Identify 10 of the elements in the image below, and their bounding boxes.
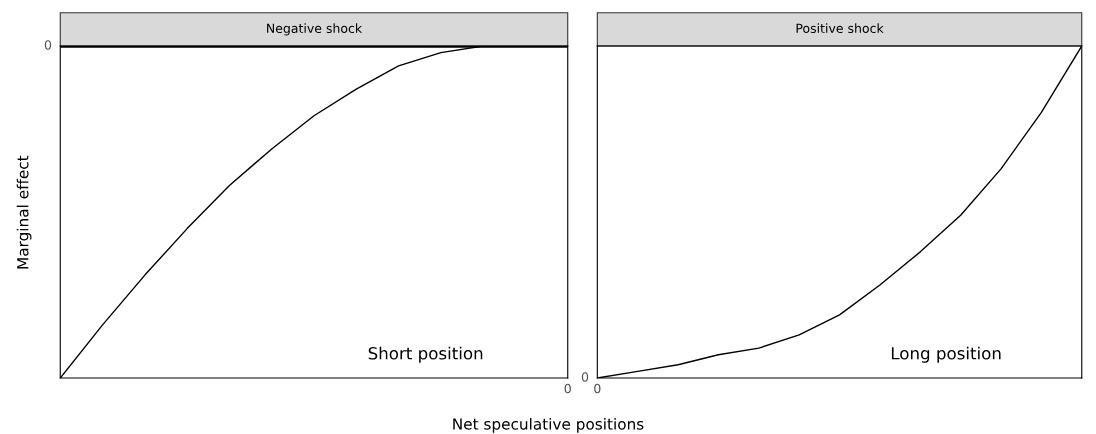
annotation: Long position bbox=[891, 346, 1001, 363]
chart-title: Positive shock bbox=[796, 23, 884, 34]
x-axis-title: Net speculative positions bbox=[453, 417, 644, 433]
text: 0 bbox=[564, 383, 571, 394]
chart-title: Negative shock bbox=[267, 23, 363, 36]
y-axis-title: Marginal effect bbox=[16, 155, 32, 269]
annotation: Short position bbox=[368, 346, 483, 363]
text: 0 bbox=[594, 383, 601, 394]
text: 0 bbox=[44, 40, 52, 50]
text: 0 bbox=[581, 372, 589, 382]
